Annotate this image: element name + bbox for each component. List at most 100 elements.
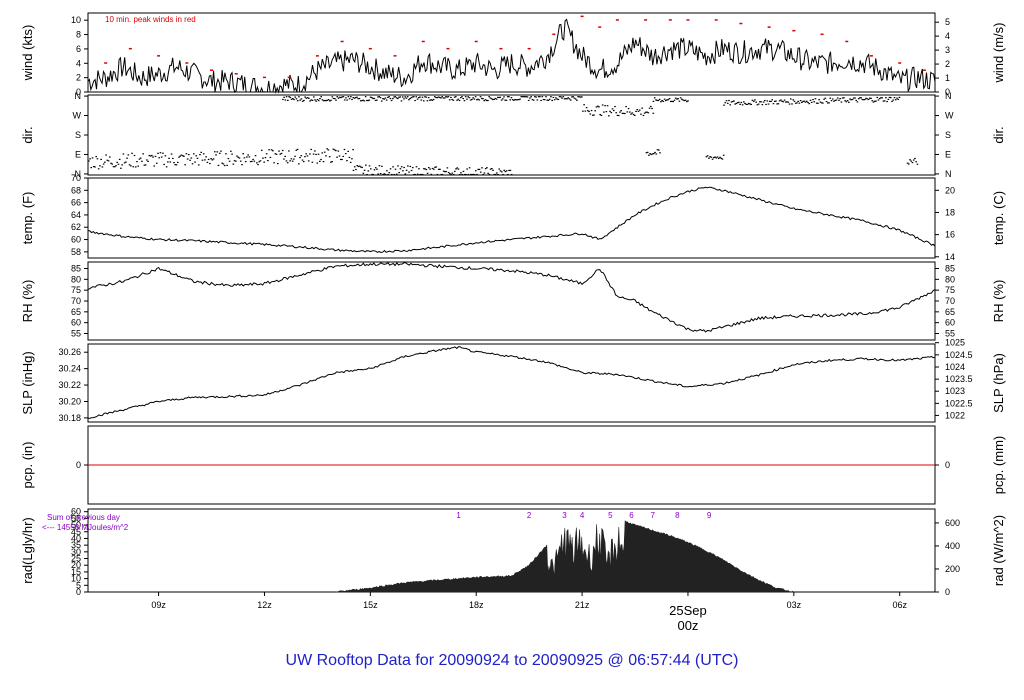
direction-point <box>360 166 362 168</box>
direction-point <box>267 159 269 162</box>
direction-point <box>204 159 206 161</box>
direction-point <box>371 173 373 176</box>
direction-point <box>621 112 624 115</box>
direction-point <box>620 110 622 112</box>
direction-point <box>367 170 370 172</box>
direction-point <box>833 100 835 102</box>
direction-point <box>848 101 850 103</box>
direction-point <box>572 96 574 98</box>
direction-point <box>184 164 186 166</box>
direction-point <box>126 157 128 159</box>
temperature-left-tick-label: 70 <box>71 173 81 183</box>
direction-point <box>831 98 834 100</box>
direction-point <box>348 156 351 159</box>
direction-point <box>878 97 881 100</box>
direction-point <box>768 100 771 102</box>
direction-point <box>489 168 492 170</box>
direction-point <box>770 100 772 103</box>
direction-point <box>440 173 442 176</box>
radiation-ylabel-right: rad (W/m^2) <box>991 515 1006 586</box>
direction-point <box>494 173 497 176</box>
direction-point <box>776 103 778 105</box>
direction-point <box>513 99 515 101</box>
direction-point <box>389 168 392 170</box>
direction-point <box>682 99 684 101</box>
direction-point <box>841 97 844 99</box>
wind-peak-annotation: 10 min. peak winds in red <box>105 15 196 24</box>
pressure-line <box>87 346 936 419</box>
direction-point <box>395 97 398 99</box>
direction-point <box>655 153 658 155</box>
wind-peak-marker <box>644 19 648 21</box>
direction-point <box>865 97 867 99</box>
direction-point <box>112 166 115 168</box>
direction-point <box>640 113 642 115</box>
direction-point <box>388 172 391 174</box>
direction-point <box>881 97 883 99</box>
direction-point <box>588 110 590 113</box>
direction-point <box>477 168 480 171</box>
direction-point <box>326 148 328 150</box>
direction-point <box>910 160 913 162</box>
direction-point <box>332 148 335 150</box>
direction-point <box>302 160 305 163</box>
direction-point <box>589 113 592 115</box>
pressure-right-tick-label: 1023 <box>945 386 965 396</box>
precipitation-right-tick-label: 0 <box>945 460 950 470</box>
direction-point <box>331 161 333 163</box>
direction-point <box>347 96 350 98</box>
direction-point <box>335 99 337 101</box>
direction-point <box>349 161 352 164</box>
wind-peak-marker <box>767 26 771 28</box>
direction-point <box>331 96 334 98</box>
direction-point <box>515 99 518 101</box>
direction-point <box>873 100 876 102</box>
temperature-ylabel-left: temp. (F) <box>20 192 35 245</box>
direction-point <box>452 173 455 176</box>
direction-point <box>185 153 188 155</box>
direction-point <box>529 97 531 99</box>
wind-peak-marker <box>157 55 161 57</box>
direction-point <box>726 102 729 104</box>
direction-point <box>585 107 588 109</box>
direction-point <box>638 109 641 111</box>
direction-point <box>316 162 319 164</box>
direction-point <box>569 99 572 101</box>
direction-point <box>850 99 853 101</box>
temperature-left-tick-label: 64 <box>71 210 81 220</box>
direction-point <box>362 172 365 174</box>
humidity-right-tick-label: 70 <box>945 296 955 306</box>
direction-point <box>307 160 310 162</box>
direction-point <box>667 99 670 101</box>
direction-point <box>442 97 445 99</box>
direction-point <box>828 102 830 104</box>
pressure-left-tick-label: 30.26 <box>58 347 81 357</box>
direction-point <box>168 157 170 159</box>
direction-point <box>495 98 498 100</box>
x-axis-tick-label: 21z <box>575 600 590 610</box>
direction-point <box>449 173 451 175</box>
direction-point <box>401 96 404 98</box>
direction-point <box>99 165 101 167</box>
direction-point <box>476 99 478 101</box>
direction-point <box>358 165 361 167</box>
direction-point <box>471 98 473 101</box>
direction-point <box>652 112 655 114</box>
direction-right-tick-label: N <box>945 169 952 179</box>
direction-point <box>489 97 492 99</box>
direction-point <box>144 164 147 166</box>
direction-point <box>311 161 314 163</box>
direction-point <box>442 170 445 172</box>
direction-point <box>288 150 290 152</box>
direction-point <box>635 110 637 112</box>
direction-point <box>415 166 418 168</box>
direction-point <box>286 162 289 164</box>
wind-left-tick-label: 8 <box>76 30 81 40</box>
direction-point <box>750 103 753 106</box>
direction-point <box>637 110 640 112</box>
direction-point <box>353 166 356 168</box>
direction-point <box>527 99 530 102</box>
direction-point <box>473 173 476 176</box>
chart-footer-title: UW Rooftop Data for 20090924 to 20090925… <box>285 652 739 669</box>
direction-point <box>304 96 306 98</box>
